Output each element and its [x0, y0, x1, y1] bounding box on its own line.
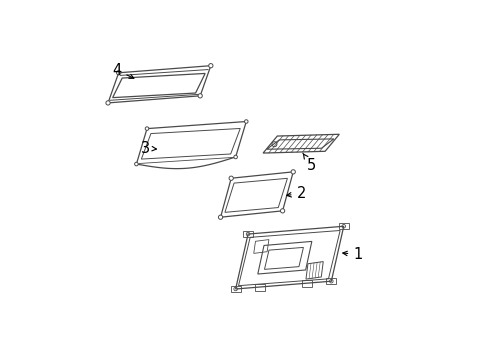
Text: 4: 4	[112, 63, 134, 78]
Circle shape	[244, 120, 247, 123]
Circle shape	[290, 170, 295, 174]
Text: 2: 2	[286, 186, 305, 201]
Circle shape	[280, 209, 284, 213]
Circle shape	[233, 155, 237, 159]
Text: 5: 5	[302, 153, 316, 173]
Circle shape	[134, 162, 138, 166]
Circle shape	[116, 71, 121, 75]
Circle shape	[208, 64, 212, 68]
Text: 1: 1	[342, 247, 362, 262]
Circle shape	[106, 101, 110, 105]
Text: 3: 3	[141, 141, 156, 156]
Circle shape	[145, 127, 148, 130]
Circle shape	[228, 176, 233, 180]
Circle shape	[198, 94, 202, 98]
Circle shape	[218, 215, 222, 219]
